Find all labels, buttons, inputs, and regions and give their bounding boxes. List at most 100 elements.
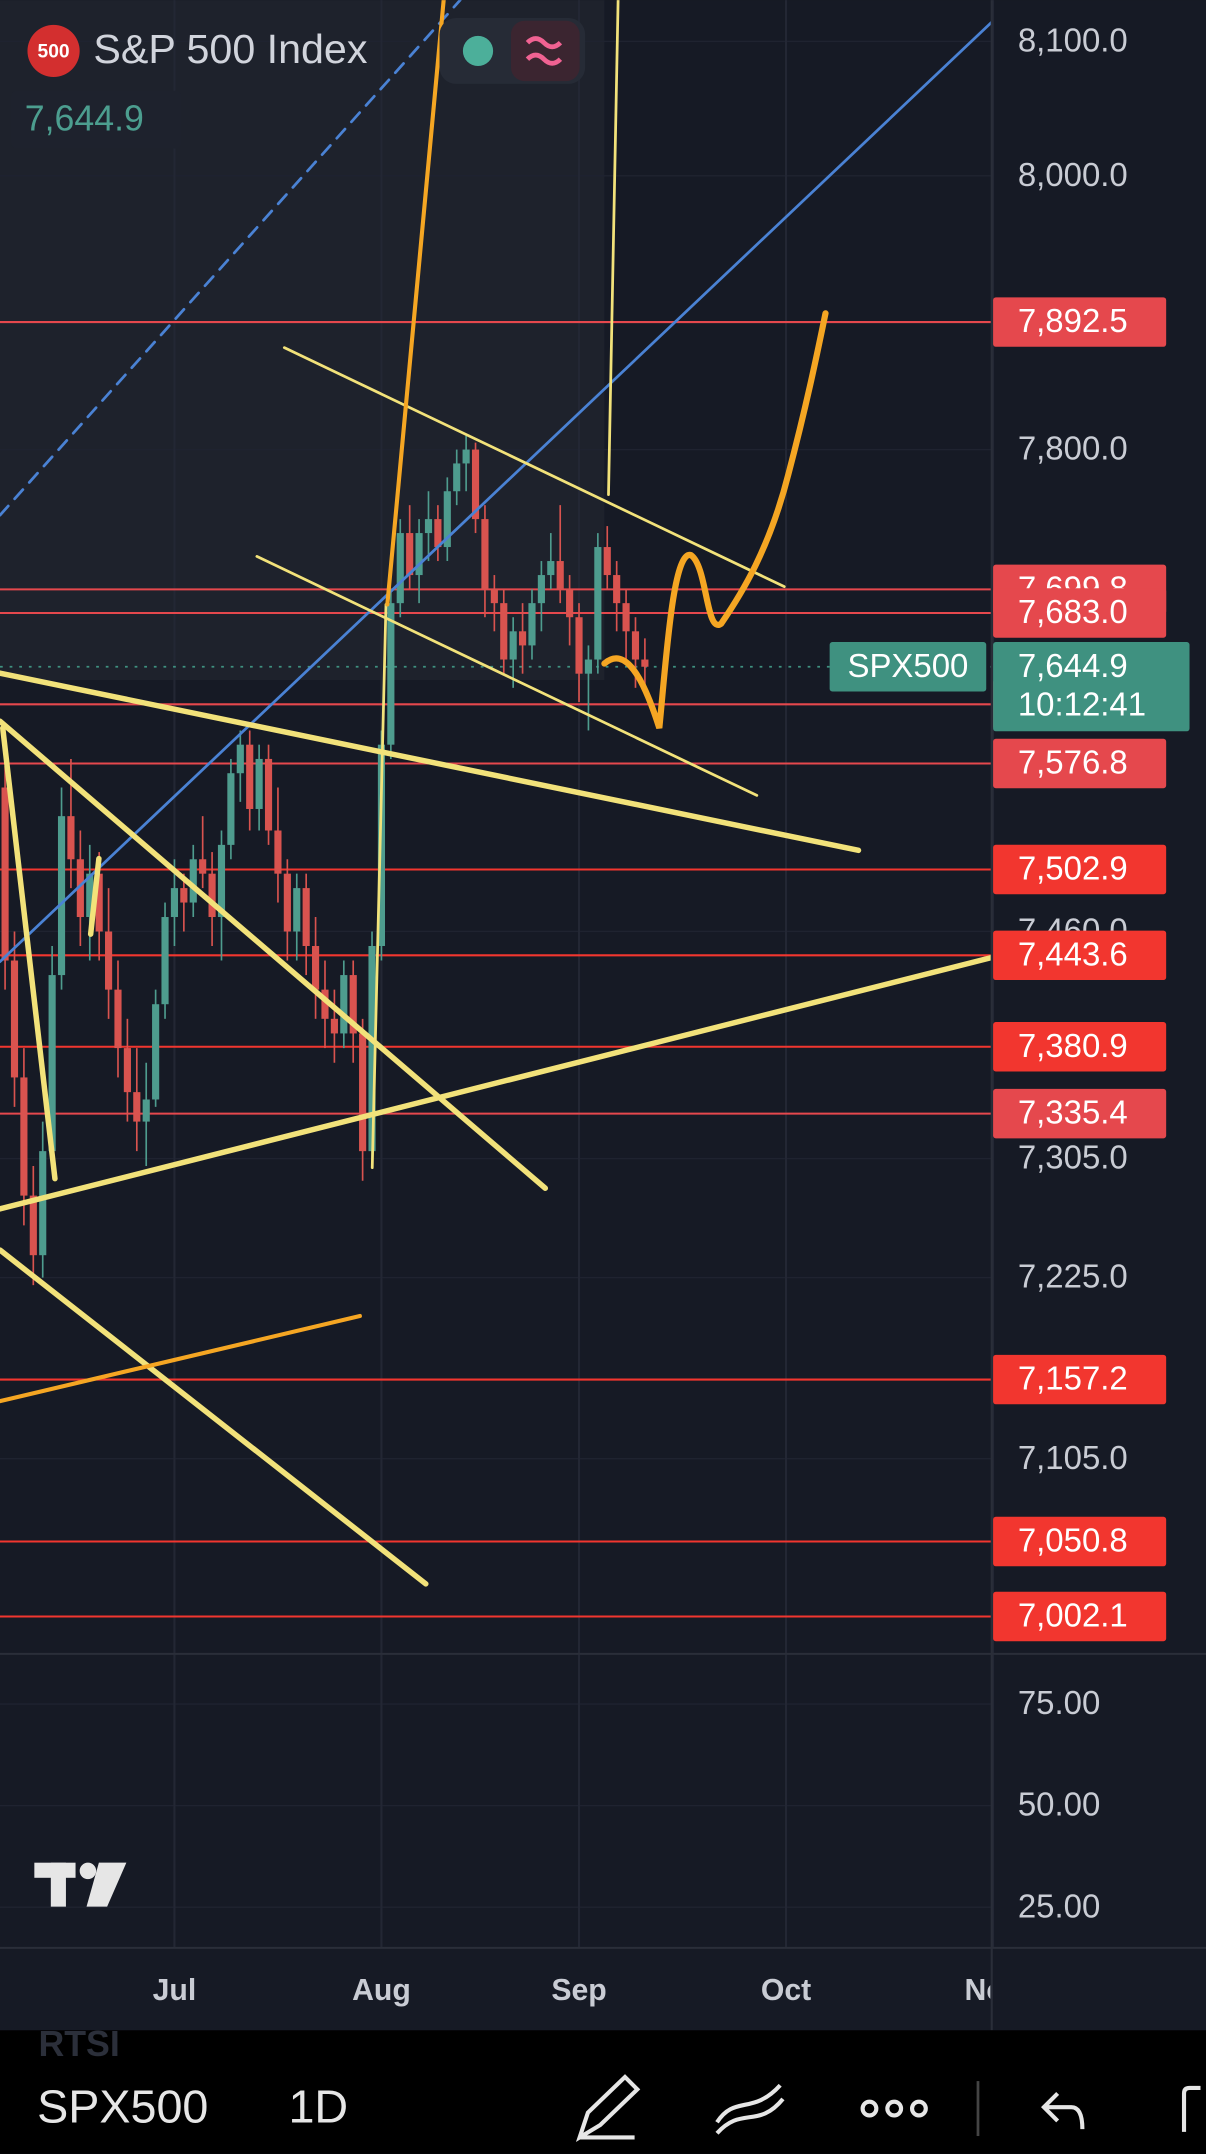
price-axis: 8,100.08,000.07,800.07,460.07,305.07,225…: [829, 22, 1190, 1924]
candle-body: [481, 519, 489, 590]
candle-body: [48, 975, 56, 1152]
level-label: 7,380.9: [1018, 1027, 1128, 1064]
bottom-toolbar: SPX500 1D: [37, 2074, 1201, 2143]
toolbar-symbol[interactable]: SPX500: [37, 2080, 208, 2132]
candle-body: [556, 561, 564, 590]
candle-body: [415, 533, 423, 576]
candle-body: [76, 859, 84, 918]
more-icon[interactable]: [860, 2099, 928, 2118]
level-tag: [993, 588, 1167, 638]
candle-body: [39, 1151, 47, 1256]
candle-body: [584, 659, 593, 674]
trend-line: [0, 1247, 429, 1587]
level-label: 7,335.4: [1018, 1094, 1128, 1131]
candle-body: [453, 463, 461, 492]
toolbar-interval[interactable]: 1D: [288, 2080, 348, 2132]
grid: [0, 0, 995, 1948]
symbol-tag-label: SPX500: [847, 647, 968, 684]
candles: [1, 435, 649, 1286]
candle-body: [396, 533, 404, 604]
y-tick-label: 7,800.0: [1018, 430, 1128, 467]
watermark: RTSI: [38, 2024, 119, 2064]
candle-body: [264, 758, 273, 831]
price-chip: [10, 90, 182, 149]
candle-body: [170, 888, 179, 918]
symbol-tag: [829, 642, 987, 692]
y-tick-label: 50.00: [1018, 1786, 1100, 1823]
draw-tool-icon[interactable]: [575, 2074, 641, 2143]
candle-body: [359, 1033, 367, 1152]
candle-body: [227, 773, 235, 845]
candle-body: [246, 744, 254, 809]
logo-part: [50, 1862, 66, 1907]
candle-body: [180, 888, 188, 903]
countdown: 10:12:41: [1018, 685, 1146, 722]
x-tick-label: Jul: [153, 1974, 197, 2007]
x-tick-label: Oct: [761, 1974, 811, 2007]
last-price-label: 7,644.9: [1018, 647, 1128, 684]
dot: [860, 2099, 879, 2118]
candle-body: [519, 631, 527, 646]
x-tick-label: Nov: [964, 1974, 1021, 2007]
candle-body: [406, 533, 414, 576]
candle-body: [471, 449, 480, 520]
level-tag: [993, 930, 1167, 981]
y-tick-label: 7,305.0: [1018, 1139, 1128, 1176]
candle-body: [152, 1004, 160, 1100]
candle-body: [189, 859, 197, 903]
candle-body: [490, 589, 498, 604]
y-tick-label: 75.00: [1018, 1684, 1100, 1721]
undo-icon[interactable]: [1041, 2091, 1085, 2130]
candle-body: [1, 787, 9, 961]
indicator-icon: [525, 36, 563, 66]
candle-body: [462, 449, 470, 464]
candle-body: [613, 575, 621, 604]
candle-body: [575, 617, 583, 674]
last-price-tag: [993, 642, 1190, 732]
level-tag: [993, 844, 1167, 895]
badge-text: 500: [38, 41, 70, 62]
trend-line: [607, 0, 620, 496]
candle-body: [142, 1099, 150, 1122]
candle-body: [199, 859, 207, 874]
y-tick-label: 7,225.0: [1018, 1258, 1128, 1295]
trend-line: [0, 718, 549, 1192]
candle-body: [10, 960, 19, 1078]
candle-body: [312, 946, 320, 990]
candle-body: [443, 491, 451, 548]
fullscreen-icon[interactable]: [1181, 2085, 1201, 2132]
symbol-badge: [27, 24, 80, 78]
level-tag: [993, 738, 1167, 789]
trend-line: [0, 725, 58, 1182]
logo-part: [86, 1862, 127, 1907]
candle-body: [631, 631, 640, 660]
candle-body: [537, 575, 545, 604]
candle-body: [509, 631, 517, 660]
candle-body: [255, 758, 263, 809]
candle-body: [340, 975, 348, 1034]
candle-body: [424, 519, 433, 534]
logo-part: [79, 1862, 97, 1880]
candle-body: [20, 1077, 28, 1196]
candle-body: [368, 946, 376, 1152]
level-tag: [993, 1516, 1167, 1567]
candle-body: [434, 519, 442, 548]
candle-body: [236, 744, 244, 774]
trend-line: [0, 670, 862, 854]
candle-body: [500, 603, 508, 660]
level-label: 7,157.2: [1018, 1360, 1128, 1397]
candle-body: [349, 975, 357, 1034]
tradingview-logo: [34, 1862, 127, 1907]
time-axis: Jul Aug Sep Oct Nov: [153, 1974, 1021, 2007]
level-label: 7,443.6: [1018, 935, 1128, 972]
forecast-sketch: [601, 310, 829, 730]
candle-body: [603, 547, 611, 576]
chart-title: S&P 500 Index: [93, 26, 367, 72]
trend-line: [0, 1313, 362, 1404]
candle-body: [283, 873, 291, 932]
candle-body: [133, 1092, 141, 1122]
drawings-icon[interactable]: [715, 2083, 785, 2135]
candle-body: [330, 1018, 338, 1034]
